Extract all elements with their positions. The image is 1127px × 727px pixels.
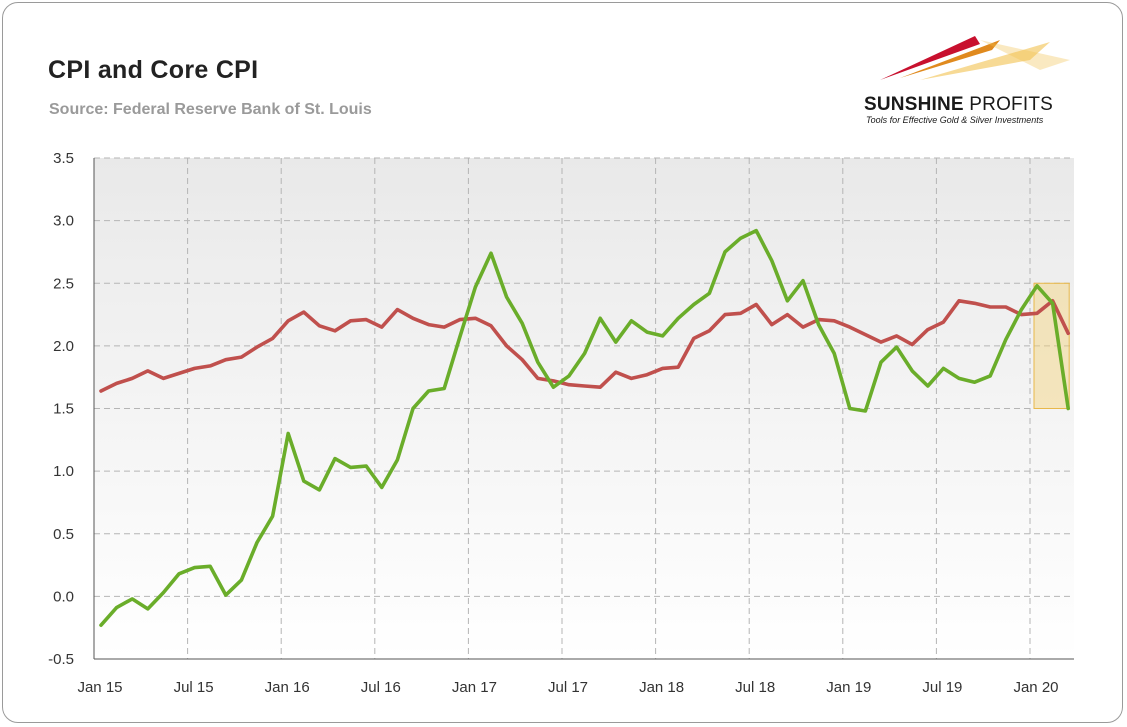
y-tick-label: 0.0 <box>53 588 74 605</box>
x-tick-label: Jul 16 <box>361 679 401 696</box>
logo-name-bold: SUNSHINE <box>864 94 964 115</box>
x-tick-label: Jan 17 <box>452 679 497 696</box>
y-tick-label: 2.5 <box>53 275 74 292</box>
y-tick-label: -0.5 <box>48 651 74 668</box>
x-tick-label: Jan 15 <box>77 679 122 696</box>
x-tick-label: Jan 20 <box>1013 679 1058 696</box>
chart-source: Source: Federal Reserve Bank of St. Loui… <box>49 101 372 118</box>
logo-swoosh-icon <box>880 36 1070 80</box>
x-tick-label: Jul 17 <box>548 679 588 696</box>
y-tick-label: 1.5 <box>53 401 74 418</box>
x-tick-label: Jan 18 <box>639 679 684 696</box>
logo-name-rest: PROFITS <box>963 94 1054 115</box>
y-tick-label: 3.5 <box>53 150 74 167</box>
x-tick-label: Jul 19 <box>922 679 962 696</box>
y-tick-label: 3.0 <box>53 213 74 230</box>
y-tick-label: 1.0 <box>53 463 74 480</box>
chart-title: CPI and Core CPI <box>48 56 259 84</box>
sunshine-profits-logo: SUNSHINE PROFITS Tools for Effective Gol… <box>860 30 1080 130</box>
y-tick-label: 0.5 <box>53 526 74 543</box>
series-line <box>99 298 1070 393</box>
x-tick-label: Jul 15 <box>174 679 214 696</box>
logo-tagline: Tools for Effective Gold & Silver Invest… <box>866 115 1044 125</box>
x-tick-label: Jan 16 <box>265 679 310 696</box>
y-tick-label: 2.0 <box>53 338 74 355</box>
x-tick-label: Jul 18 <box>735 679 775 696</box>
series-line <box>99 228 1070 628</box>
logo-name: SUNSHINE PROFITS <box>864 94 1053 116</box>
x-tick-label: Jan 19 <box>826 679 871 696</box>
